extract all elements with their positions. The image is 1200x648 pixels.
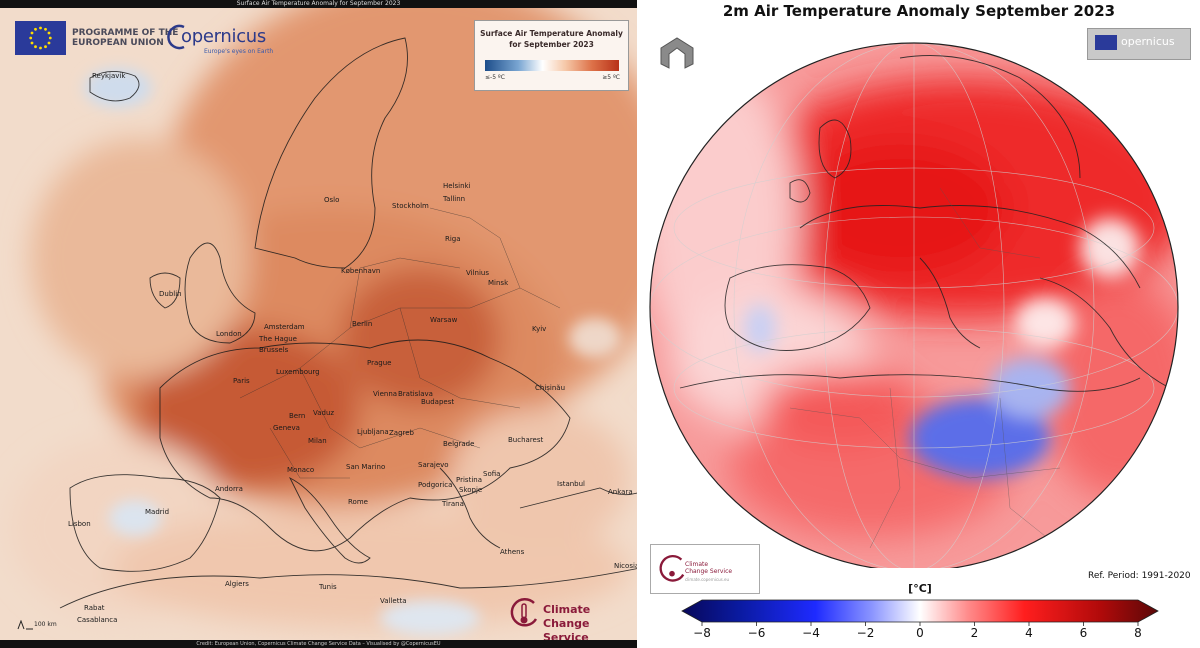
city-label: Bern bbox=[289, 412, 306, 420]
legend-title-line2: for September 2023 bbox=[509, 40, 594, 49]
city-label: Budapest bbox=[421, 398, 455, 406]
city-label: Vienna bbox=[373, 390, 398, 398]
city-label: Bratislava bbox=[398, 390, 433, 398]
right-c3s-thermometer-icon bbox=[659, 554, 685, 582]
right-title: 2m Air Temperature Anomaly September 202… bbox=[722, 2, 1116, 20]
colorbar-tick-label: 6 bbox=[1079, 626, 1088, 640]
city-label: Belgrade bbox=[443, 440, 475, 448]
city-label: Helsinki bbox=[443, 182, 471, 190]
colorbar-tick-label: 8 bbox=[1134, 626, 1142, 640]
city-label: Athens bbox=[500, 548, 525, 556]
eu-programme-text: PROGRAMME OF THE EUROPEAN UNION bbox=[72, 28, 178, 48]
city-label: Geneva bbox=[273, 424, 300, 432]
city-label: Stockholm bbox=[392, 202, 429, 210]
right-eu-flag-icon bbox=[1095, 35, 1117, 50]
city-label: Casablanca bbox=[77, 616, 118, 624]
right-c3s-url: climate.copernicus.eu bbox=[685, 577, 730, 582]
colorbar-unit-label: [°C] bbox=[908, 582, 932, 595]
city-label: Monaco bbox=[287, 466, 315, 474]
city-label: London bbox=[216, 330, 242, 338]
city-label: Nicosia bbox=[614, 562, 637, 570]
c3s-left-text: Climate Change Service bbox=[543, 603, 637, 645]
city-label: Minsk bbox=[488, 279, 509, 287]
city-label: Oslo bbox=[324, 196, 340, 204]
city-label: Milan bbox=[308, 437, 327, 445]
copernicus-tagline: Europe's eyes on Earth bbox=[204, 48, 274, 55]
right-copernicus-wordmark: opernicus bbox=[1121, 35, 1175, 48]
city-label: Algiers bbox=[225, 580, 249, 588]
city-label: Vaduz bbox=[313, 409, 335, 417]
city-label: Reykjavík bbox=[92, 72, 126, 80]
city-label: Istanbul bbox=[557, 480, 586, 488]
city-label: Vilnius bbox=[466, 269, 489, 277]
city-label: Tallinn bbox=[443, 195, 466, 203]
city-label: Ankara bbox=[608, 488, 633, 496]
city-label: Dublin bbox=[159, 290, 182, 298]
left-map-panel: Surface Air Temperature Anomaly for Sept… bbox=[0, 0, 637, 648]
city-label: Paris bbox=[233, 377, 250, 385]
legend-title-line1: Surface Air Temperature Anomaly bbox=[480, 29, 623, 38]
city-label: Lisbon bbox=[68, 520, 91, 528]
colorbar-tick-label: −8 bbox=[693, 626, 711, 640]
ecmwf-logo-icon bbox=[660, 37, 694, 69]
eu-text-line2: EUROPEAN UNION bbox=[72, 38, 164, 48]
city-label: Ljubljana bbox=[357, 428, 389, 436]
copernicus-c-icon bbox=[167, 24, 185, 50]
right-c3s-line2: Change Service bbox=[685, 568, 733, 575]
city-label: Andorra bbox=[215, 485, 243, 493]
left-bottom-caption: Credit: European Union, Copernicus Clima… bbox=[0, 640, 637, 648]
city-label: Rome bbox=[348, 498, 368, 506]
city-label: Tirana bbox=[442, 500, 464, 508]
city-label: Skopje bbox=[459, 486, 483, 494]
legend-box: Surface Air Temperature Anomaly for Sept… bbox=[474, 20, 629, 91]
city-label: Luxembourg bbox=[276, 368, 320, 376]
colorbar-tick-label: −2 bbox=[856, 626, 875, 640]
city-label: Amsterdam bbox=[264, 323, 305, 331]
city-label: Sofia bbox=[483, 470, 501, 478]
city-label: Rabat bbox=[84, 604, 105, 612]
colorbar-tick-label: 4 bbox=[1025, 626, 1033, 640]
city-label: Bucharest bbox=[508, 436, 544, 444]
globe-anomaly-map bbox=[649, 42, 1179, 568]
eu-text-line1: PROGRAMME OF THE bbox=[72, 28, 179, 38]
right-c3s-logo bbox=[650, 544, 760, 594]
city-label: Podgorica bbox=[418, 481, 453, 489]
city-label: Prague bbox=[367, 359, 392, 367]
c3s-thermometer-icon bbox=[510, 598, 538, 627]
legend-low-label: ≤-5 ºC bbox=[485, 74, 505, 81]
city-label: Riga bbox=[445, 235, 461, 243]
city-label: Berlin bbox=[352, 320, 373, 328]
city-label: Sarajevo bbox=[418, 461, 449, 469]
city-label: Zagreb bbox=[389, 429, 415, 437]
right-c3s-text: Climate Change Service bbox=[685, 561, 732, 575]
colorbar bbox=[681, 599, 1159, 626]
city-label: Chișinău bbox=[535, 384, 566, 392]
europe-anomaly-map bbox=[0, 8, 637, 640]
colorbar-tick-label: −4 bbox=[802, 626, 820, 640]
city-label: Tunis bbox=[319, 583, 337, 591]
copernicus-wordmark: opernicus bbox=[181, 26, 266, 47]
legend-high-label: ≥5 ºC bbox=[602, 74, 620, 81]
legend-color-bar bbox=[485, 60, 619, 71]
city-label: Warsaw bbox=[430, 316, 458, 324]
city-label: København bbox=[341, 267, 381, 275]
city-label: Brussels bbox=[259, 346, 289, 354]
reference-period: Ref. Period: 1991-2020 bbox=[1088, 571, 1191, 581]
colorbar-tick-label: 0 bbox=[916, 626, 924, 640]
city-label: Madrid bbox=[145, 508, 170, 516]
city-label: Pristina bbox=[456, 476, 482, 484]
city-label: San Marino bbox=[346, 463, 386, 471]
colorbar-tick-label: −6 bbox=[747, 626, 766, 640]
city-label: Valletta bbox=[380, 597, 407, 605]
c3s-left-line1: Climate bbox=[543, 603, 591, 616]
city-label: Kyiv bbox=[532, 325, 547, 333]
scale-bar-label: 100 km bbox=[34, 621, 57, 628]
city-label: The Hague bbox=[259, 335, 297, 343]
legend-title: Surface Air Temperature Anomaly for Sept… bbox=[475, 28, 628, 50]
eu-flag-icon bbox=[15, 21, 66, 55]
right-c3s-line1: Climate bbox=[685, 561, 709, 568]
scale-bar-icon bbox=[17, 620, 33, 630]
left-top-caption: Surface Air Temperature Anomaly for Sept… bbox=[0, 0, 637, 8]
colorbar-tick-label: 2 bbox=[970, 626, 979, 640]
